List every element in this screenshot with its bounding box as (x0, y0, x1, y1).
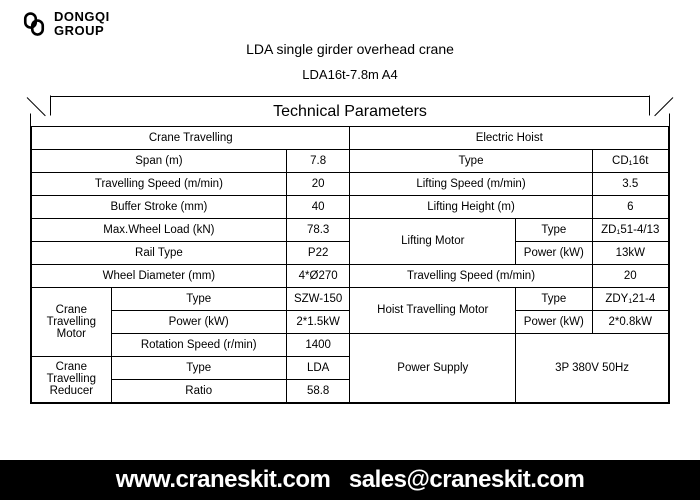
table-row: Buffer Stroke (mm) 40 Lifting Height (m)… (32, 195, 669, 218)
param-label: Power (kW) (111, 310, 286, 333)
title-block: LDA single girder overhead crane LDA16t-… (0, 41, 700, 82)
param-value: CD₁16t (592, 149, 668, 172)
param-value: SZW-150 (286, 287, 350, 310)
section-header: Electric Hoist (350, 126, 669, 149)
footer-site: www.craneskit.com (116, 466, 331, 493)
param-label: Type (111, 287, 286, 310)
param-label: Type (111, 356, 286, 379)
panel-title: Technical Parameters (31, 97, 669, 127)
param-value: 3P 380V 50Hz (516, 333, 669, 402)
param-label: Rail Type (32, 241, 287, 264)
param-label: Power (kW) (516, 241, 592, 264)
logo-text: DONGQI GROUP (54, 10, 110, 39)
param-label: Span (m) (32, 149, 287, 172)
param-value: 4*Ø270 (286, 264, 350, 287)
param-label: Lifting Height (m) (350, 195, 592, 218)
table-row: Travelling Speed (m/min) 20 Lifting Spee… (32, 172, 669, 195)
footer-bar: www.craneskit.com sales@craneskit.com (0, 460, 700, 500)
param-value: 2*1.5kW (286, 310, 350, 333)
param-label: Hoist Travelling Motor (350, 287, 516, 333)
param-label: Crane Travelling Reducer (32, 356, 112, 402)
param-value: 3.5 (592, 172, 668, 195)
logo-line1: DONGQI (54, 10, 110, 24)
param-value: 2*0.8kW (592, 310, 668, 333)
param-label: Max.Wheel Load (kN) (32, 218, 287, 241)
logo-line2: GROUP (54, 24, 110, 38)
param-value: 40 (286, 195, 350, 218)
parameters-table: Crane Travelling Electric Hoist Span (m)… (31, 126, 669, 403)
page-title: LDA single girder overhead crane (0, 41, 700, 57)
param-value: 1400 (286, 333, 350, 356)
param-label: Rotation Speed (r/min) (111, 333, 286, 356)
param-value: P22 (286, 241, 350, 264)
parameters-panel: Technical Parameters Crane Travelling El… (30, 96, 670, 404)
table-row: Crane Travelling Electric Hoist (32, 126, 669, 149)
param-value: 78.3 (286, 218, 350, 241)
param-label: Type (350, 149, 592, 172)
table-row: Rotation Speed (r/min) 1400 Power Supply… (32, 333, 669, 356)
param-value: ZDY₁21-4 (592, 287, 668, 310)
param-label: Power Supply (350, 333, 516, 402)
table-row: Max.Wheel Load (kN) 78.3 Lifting Motor T… (32, 218, 669, 241)
section-header: Crane Travelling (32, 126, 350, 149)
panel-header: Technical Parameters (31, 96, 669, 126)
param-label: Lifting Motor (350, 218, 516, 264)
footer-email: sales@craneskit.com (349, 466, 584, 493)
param-label: Power (kW) (516, 310, 592, 333)
param-value: 58.8 (286, 379, 350, 402)
param-label: Travelling Speed (m/min) (350, 264, 592, 287)
param-value: ZD₁51-4/13 (592, 218, 668, 241)
param-value: 20 (286, 172, 350, 195)
param-label: Wheel Diameter (mm) (32, 264, 287, 287)
param-value: LDA (286, 356, 350, 379)
param-value: 13kW (592, 241, 668, 264)
param-label: Type (516, 287, 592, 310)
param-label: Travelling Speed (m/min) (32, 172, 287, 195)
param-label: Crane Travelling Motor (32, 287, 112, 356)
table-row: Crane Travelling Motor Type SZW-150 Hois… (32, 287, 669, 310)
param-value: 20 (592, 264, 668, 287)
table-row: Span (m) 7.8 Type CD₁16t (32, 149, 669, 172)
param-value: 7.8 (286, 149, 350, 172)
param-label: Buffer Stroke (mm) (32, 195, 287, 218)
param-value: 6 (592, 195, 668, 218)
param-label: Lifting Speed (m/min) (350, 172, 592, 195)
param-label: Type (516, 218, 592, 241)
param-label: Ratio (111, 379, 286, 402)
logo: DONGQI GROUP (20, 10, 110, 39)
header: DONGQI GROUP (0, 0, 700, 39)
table-row: Wheel Diameter (mm) 4*Ø270 Travelling Sp… (32, 264, 669, 287)
chain-icon (20, 10, 48, 38)
page-subtitle: LDA16t-7.8m A4 (0, 67, 700, 82)
